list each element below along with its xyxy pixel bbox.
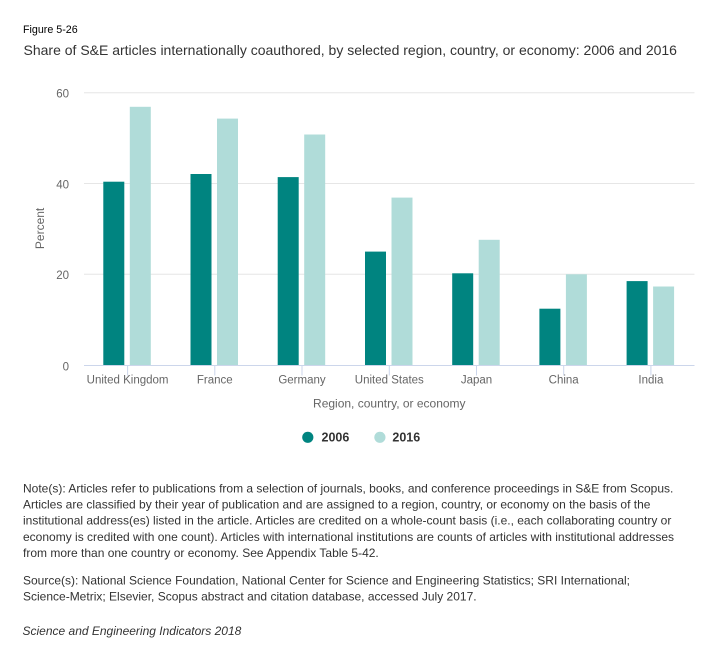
svg-text:Note(s): Articles refer to pub: Note(s): Articles refer to publications … [23,481,673,495]
svg-text:20: 20 [56,270,69,282]
svg-text:United States: United States [355,374,424,386]
svg-text:from more than one country or: from more than one country or economy. S… [23,546,379,560]
svg-text:United Kingdom: United Kingdom [87,374,169,386]
svg-text:Share of S&E articles internat: Share of S&E articles internationally co… [24,42,678,58]
svg-text:2016: 2016 [392,431,420,445]
svg-text:Source(s): National Science Fo: Source(s): National Science Foundation, … [23,574,630,588]
svg-text:China: China [549,374,580,386]
svg-text:economy is credited with one c: economy is credited with one count). Art… [23,530,674,544]
svg-text:60: 60 [56,89,69,101]
svg-text:Articles are classified by the: Articles are classified by their year of… [23,498,651,512]
svg-text:0: 0 [63,361,69,373]
svg-text:Figure 5-26: Figure 5-26 [23,24,78,36]
svg-text:Region, country, or economy: Region, country, or economy [313,396,466,410]
svg-text:Germany: Germany [278,374,326,386]
svg-text:Japan: Japan [461,374,492,386]
svg-text:40: 40 [56,179,69,191]
svg-text:2006: 2006 [322,431,350,445]
svg-text:Science and Engineering Indica: Science and Engineering Indicators 2018 [23,624,242,638]
svg-text:India: India [638,374,664,386]
svg-text:Science-Metrix; Elsevier, Scop: Science-Metrix; Elsevier, Scopus abstrac… [23,590,477,604]
svg-text:Percent: Percent [33,207,47,249]
svg-text:institutional address(es) list: institutional address(es) listed in the … [23,514,671,528]
svg-text:France: France [197,374,233,386]
